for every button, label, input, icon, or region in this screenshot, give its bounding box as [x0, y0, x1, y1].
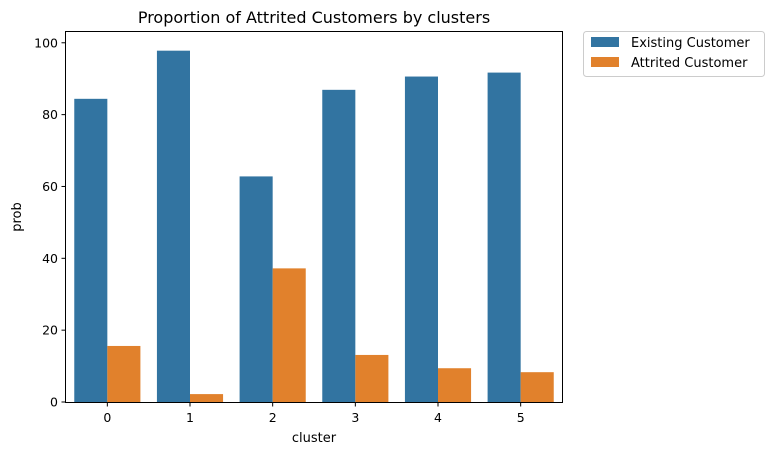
bar-attrited-customer-cluster-3 [355, 354, 389, 402]
legend-swatch [591, 37, 619, 47]
legend-swatch [591, 57, 619, 67]
y-tick-label: 80 [42, 107, 58, 122]
y-tick-label: 100 [34, 35, 58, 50]
y-tick-label: 20 [42, 323, 58, 338]
x-tick-label: 5 [517, 410, 525, 425]
x-tick-label: 2 [269, 410, 277, 425]
bar-existing-customer-cluster-3 [322, 89, 356, 402]
plot-frame [65, 31, 563, 403]
bar-attrited-customer-cluster-1 [190, 394, 224, 402]
bars-group [74, 50, 554, 403]
x-axis-label: cluster [292, 431, 337, 446]
y-axis: 0 20 40 60 80 100 [34, 35, 66, 410]
bar-existing-customer-cluster-1 [156, 50, 190, 403]
legend-label: Existing Customer [631, 36, 750, 51]
legend: Existing Customer Attrited Customer [583, 31, 765, 77]
x-tick-label: 0 [103, 410, 111, 425]
bar-existing-customer-cluster-5 [487, 72, 521, 402]
y-tick-label: 0 [50, 395, 58, 410]
x-tick-label: 4 [434, 410, 442, 425]
x-tick-label: 3 [351, 410, 359, 425]
x-axis: 0 1 2 3 4 5 [103, 402, 525, 425]
y-axis-label: prob [10, 202, 25, 232]
y-tick-label: 60 [42, 179, 58, 194]
bar-existing-customer-cluster-4 [404, 76, 438, 402]
bar-existing-customer-cluster-0 [74, 98, 108, 402]
x-tick-label: 1 [186, 410, 194, 425]
bar-attrited-customer-cluster-5 [520, 372, 554, 402]
bar-attrited-customer-cluster-0 [107, 345, 141, 402]
bar-attrited-customer-cluster-4 [438, 368, 472, 402]
chart-title: Proportion of Attrited Customers by clus… [138, 8, 490, 27]
legend-label: Attrited Customer [631, 56, 748, 71]
bar-existing-customer-cluster-2 [239, 176, 273, 402]
legend-frame [583, 31, 765, 77]
bar-attrited-customer-cluster-2 [272, 268, 306, 402]
y-tick-label: 40 [42, 251, 58, 266]
